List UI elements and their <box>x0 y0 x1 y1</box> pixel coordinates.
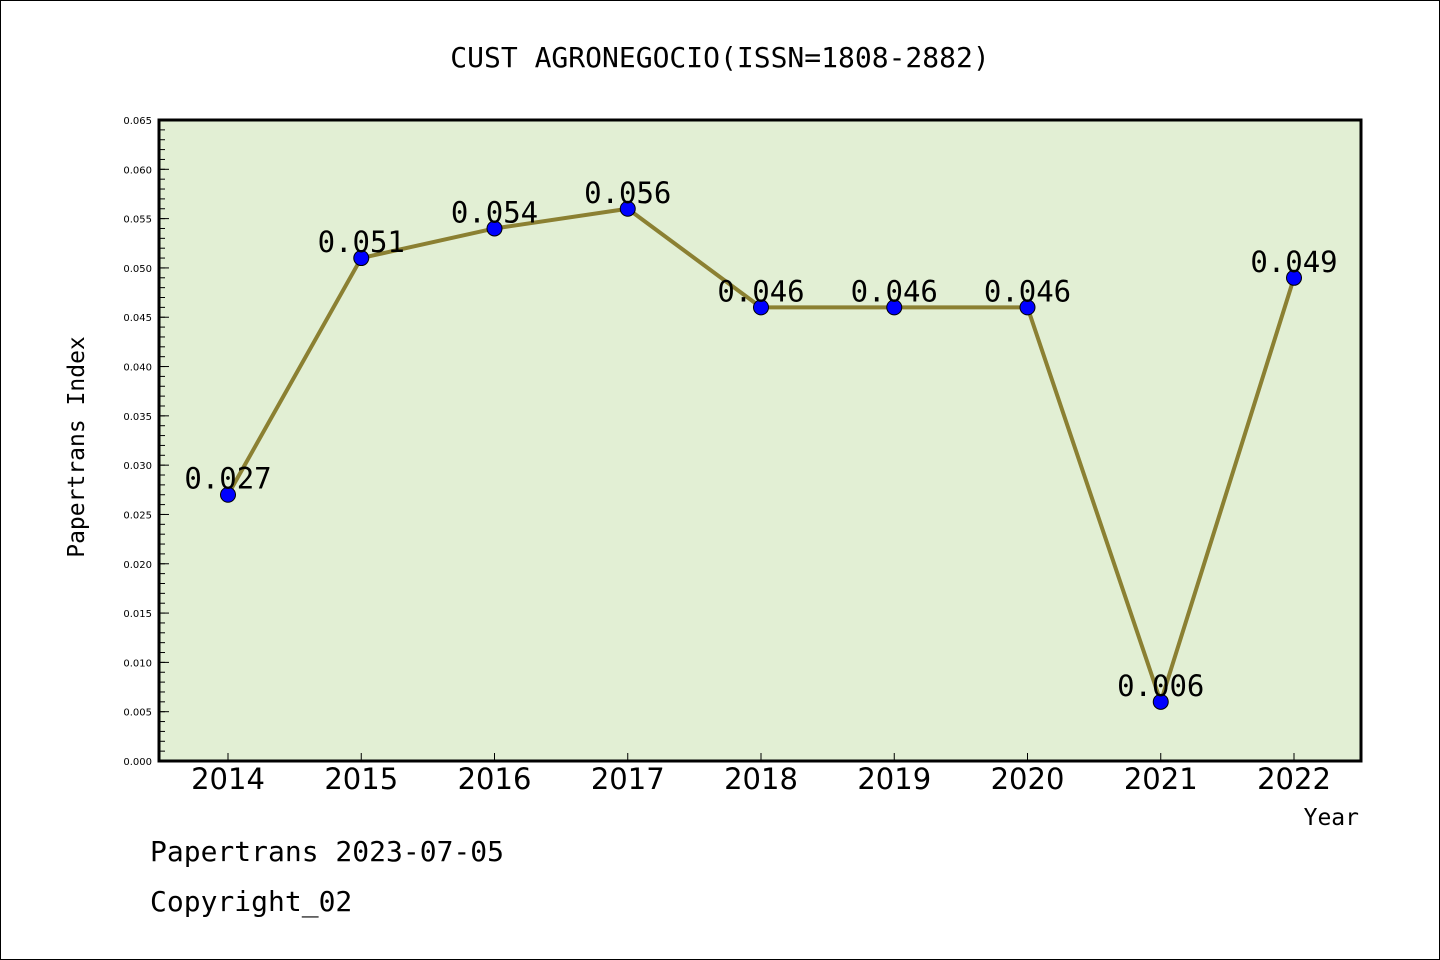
data-label: 0.046 <box>851 274 938 308</box>
y-tick-label: 0.045 <box>123 313 152 324</box>
y-tick-label: 0.030 <box>123 461 152 472</box>
x-tick-label: 2017 <box>591 762 665 796</box>
y-tick-label: 0.010 <box>123 658 152 669</box>
data-point <box>886 299 903 316</box>
data-point <box>486 220 503 237</box>
y-tick-label: 0.055 <box>123 215 152 226</box>
data-label: 0.054 <box>451 195 538 229</box>
y-tick-label: 0.020 <box>123 560 152 571</box>
data-label: 0.051 <box>318 225 405 259</box>
y-tick-label: 0.035 <box>123 412 152 423</box>
data-point <box>753 299 769 316</box>
data-label: 0.027 <box>184 462 271 496</box>
x-tick-label: 2018 <box>724 762 798 796</box>
y-axis-label: Papertrans Index <box>64 336 90 558</box>
y-tick-label: 0.025 <box>123 510 152 521</box>
data-point <box>1019 299 1036 316</box>
y-tick-label: 0.005 <box>123 708 152 719</box>
data-label: 0.049 <box>1250 245 1337 279</box>
footer-date: Papertrans 2023-07-05 <box>150 835 505 868</box>
footer-copyright: Copyright_02 <box>150 885 353 918</box>
y-tick-label: 0.000 <box>123 757 152 768</box>
chart-title: CUST AGRONEGOCIO(ISSN=1808-2882) <box>450 41 989 74</box>
x-axis-label: Year <box>1304 805 1359 831</box>
plot-border <box>157 118 1363 763</box>
data-label: 0.046 <box>984 274 1071 308</box>
data-point <box>1286 269 1302 286</box>
x-tick-label: 2020 <box>991 762 1065 796</box>
x-tick-label: 2014 <box>191 762 265 796</box>
y-tick-label: 0.015 <box>123 609 152 620</box>
data-point <box>353 250 370 267</box>
plot-area <box>159 120 1361 761</box>
data-label: 0.046 <box>717 274 804 308</box>
data-label: 0.006 <box>1117 669 1204 703</box>
y-tick-label: 0.040 <box>123 363 152 374</box>
x-tick-label: 2022 <box>1257 762 1331 796</box>
y-tick-label: 0.060 <box>123 165 152 176</box>
data-point <box>1152 693 1169 710</box>
y-axis: 0.000 0.005 0.010 0.015 0.020 0.025 0.030 0.035… <box>123 116 169 768</box>
data-point <box>220 486 236 503</box>
x-tick-label: 2021 <box>1124 762 1198 796</box>
y-tick-label: 0.050 <box>123 264 152 275</box>
y-tick-label: 0.065 <box>123 116 152 127</box>
data-label: 0.056 <box>584 176 671 210</box>
data-points <box>220 200 1302 710</box>
data-point <box>619 200 636 217</box>
x-tick-label: 2016 <box>458 762 532 796</box>
x-tick-label: 2019 <box>857 762 931 796</box>
x-tick-label: 2015 <box>324 762 398 796</box>
x-axis: 2014 2015 2016 2017 2018 2019 2020 2021 2022 <box>191 753 1331 796</box>
data-labels: 0.027 0.051 0.054 0.056 0.046 0.046 0.046 0.006… <box>184 176 1337 703</box>
